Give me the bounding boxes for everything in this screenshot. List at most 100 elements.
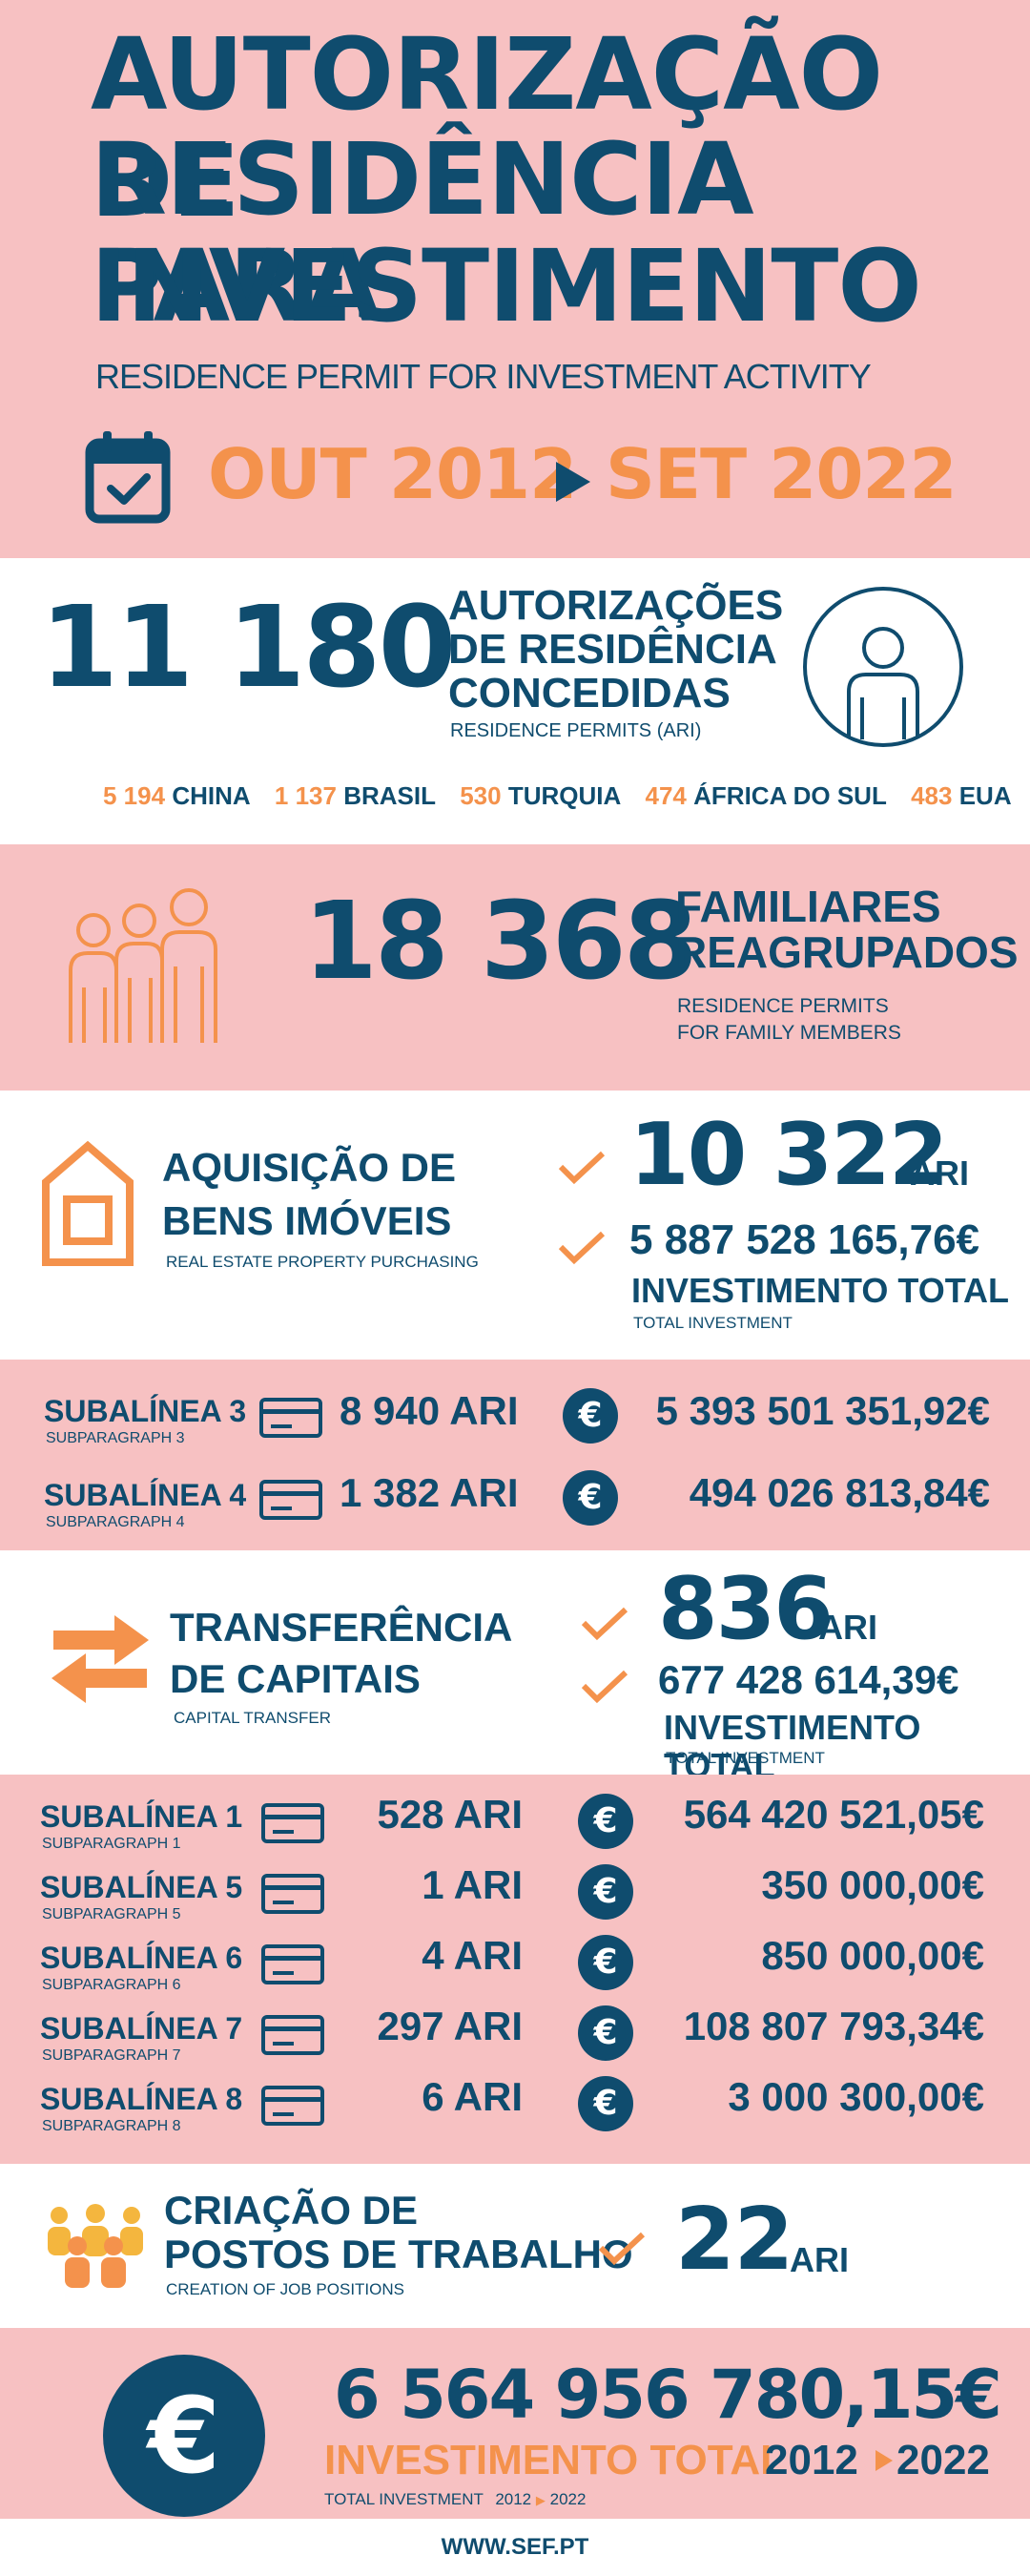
euro-icon: € — [578, 2005, 633, 2061]
jobs-label-1: CRIAÇÃO DE — [164, 2188, 419, 2233]
family-count: 18 368 — [303, 880, 698, 1004]
capital-label-2: DE CAPITAIS — [170, 1656, 421, 1701]
permits-section: 11 180 AUTORIZAÇÕES DE RESIDÊNCIA CONCED… — [0, 558, 1030, 844]
total-sub-period-end: 2022 — [549, 2490, 587, 2508]
real-estate-investment: 5 887 528 165,76€ — [629, 1216, 980, 1263]
row-label: SUBALÍNEA 5 — [40, 1870, 243, 1904]
euro-icon: € — [563, 1470, 618, 1526]
total-period-end: 2022 — [896, 2437, 990, 2483]
country-name-turquia: TURQUIA — [507, 781, 622, 810]
row-sublabel: SUBPARAGRAPH 3 — [46, 1430, 185, 1446]
calendar-check-icon — [85, 431, 171, 524]
row-label: SUBALÍNEA 1 — [40, 1799, 243, 1834]
capital-ari-count: 836 — [658, 1559, 834, 1659]
family-label-1: FAMILIARES — [675, 882, 941, 931]
row-ari: 8 940 ARI — [340, 1388, 519, 1433]
family-label-2: REAGRUPADOS — [675, 927, 1019, 977]
country-name-africa-do-sul: ÁFRICA DO SUL — [693, 781, 887, 810]
euro-icon: € — [578, 2076, 633, 2131]
real-estate-ari-unit: ARI — [910, 1153, 969, 1193]
country-list: 5 194 CHINA 1 137 BRASIL 530 TURQUIA 474… — [103, 781, 1012, 811]
house-icon — [42, 1140, 134, 1266]
play-arrow-icon: ▶ — [535, 2493, 546, 2507]
row-ari: 528 ARI — [377, 1792, 523, 1837]
row-value: 350 000,00€ — [761, 1862, 984, 1907]
real-estate-investment-sublabel: TOTAL INVESTMENT — [633, 1314, 793, 1332]
card-icon — [259, 1480, 322, 1520]
row-value: 3 000 300,00€ — [728, 2074, 984, 2119]
family-icon — [69, 888, 217, 1043]
capital-subrows: SUBALÍNEA 1 SUBPARAGRAPH 1 528 ARI €564 420… — [0, 1775, 1030, 2164]
country-count-brasil: 1 137 — [274, 781, 337, 810]
row-value: 850 000,00€ — [761, 1933, 984, 1978]
capital-ari-unit: ARI — [818, 1608, 877, 1647]
permits-count: 11 180 — [40, 581, 457, 713]
capital-investment: 677 428 614,39€ — [658, 1657, 959, 1702]
capital-section: TRANSFERÊNCIA DE CAPITAIS CAPITAL TRANSF… — [0, 1550, 1030, 1785]
header-section: AUTORIZAÇÃO DE RESIDÊNCIA PARA INVESTIME… — [0, 0, 1030, 558]
country-count-turquia: 530 — [460, 781, 502, 810]
row-sublabel: SUBPARAGRAPH 6 — [42, 1977, 181, 1993]
real-estate-subrows: SUBALÍNEA 3 SUBPARAGRAPH 3 8 940 ARI € 5… — [0, 1360, 1030, 1550]
check-icon — [581, 1607, 628, 1641]
row-label: SUBALÍNEA 8 — [40, 2082, 243, 2116]
card-icon — [261, 1874, 324, 1914]
row-label: SUBALÍNEA 7 — [40, 2011, 243, 2046]
row-ari: 1 382 ARI — [340, 1470, 519, 1515]
permits-label-2: DE RESIDÊNCIA — [448, 626, 777, 673]
row-sublabel: SUBPARAGRAPH 8 — [42, 2118, 181, 2134]
title-line-1: AUTORIZAÇÃO DE — [91, 16, 883, 239]
title-line-3: INVESTIMENTO — [91, 228, 922, 344]
total-sublabel-row: TOTAL INVESTMENT 2012 ▶ 2022 — [324, 2490, 586, 2509]
row-ari: 297 ARI — [377, 2004, 523, 2048]
capital-sublabel: CAPITAL TRANSFER — [174, 1709, 331, 1727]
family-section: 18 368 FAMILIARES REAGRUPADOS RESIDENCE … — [0, 844, 1030, 1091]
capital-investment-sublabel: TOTAL INVESTMENT — [666, 1749, 825, 1767]
real-estate-sublabel: REAL ESTATE PROPERTY PURCHASING — [166, 1253, 479, 1271]
row-ari: 6 ARI — [422, 2074, 523, 2119]
card-icon — [261, 2086, 324, 2126]
country-name-china: CHINA — [172, 781, 251, 810]
real-estate-investment-label: INVESTIMENTO TOTAL — [631, 1271, 1010, 1310]
period-start: OUT 2012 — [208, 434, 577, 514]
total-period-start: 2012 — [765, 2437, 858, 2483]
total-sublabel: TOTAL INVESTMENT — [324, 2490, 484, 2508]
euro-icon: € — [578, 1935, 633, 1990]
country-name-eua: EUA — [958, 781, 1012, 810]
person-circle-icon — [803, 587, 963, 747]
permits-label-3: CONCEDIDAS — [448, 670, 731, 717]
capital-investment-label: INVESTIMENTO TOTAL — [664, 1708, 921, 1785]
title-line-2: RESIDÊNCIA PARA — [91, 121, 754, 344]
country-count-china: 5 194 — [103, 781, 166, 810]
jobs-section: CRIAÇÃO DE POSTOS DE TRABALHO CREATION O… — [0, 2164, 1030, 2328]
footer-url[interactable]: WWW.SEF.PT — [441, 2534, 589, 2560]
country-count-eua: 483 — [911, 781, 953, 810]
country-count-africa-do-sul: 474 — [645, 781, 687, 810]
row-label: SUBALÍNEA 4 — [44, 1478, 247, 1512]
check-icon — [598, 2232, 646, 2266]
permits-label-1: AUTORIZAÇÕES — [448, 582, 784, 629]
row-ari: 4 ARI — [422, 1933, 523, 1978]
card-icon — [261, 1944, 324, 1984]
total-sub-period-start: 2012 — [495, 2490, 532, 2508]
jobs-label-2: POSTOS DE TRABALHO — [164, 2232, 633, 2276]
play-arrow-icon — [876, 2450, 893, 2471]
euro-icon: € — [578, 1864, 633, 1920]
capital-label-1: TRANSFERÊNCIA — [170, 1605, 513, 1650]
family-sublabel-2: FOR FAMILY MEMBERS — [677, 1022, 901, 1044]
people-group-icon — [48, 2204, 143, 2288]
euro-icon: € — [103, 2355, 265, 2517]
total-section: € 6 564 956 780,15€ INVESTIMENTO TOTAL 2… — [0, 2328, 1030, 2519]
family-sublabel-1: RESIDENCE PERMITS — [677, 995, 889, 1017]
row-value: 494 026 813,84€ — [689, 1470, 990, 1515]
real-estate-section: AQUISIÇÃO DE BENS IMÓVEIS REAL ESTATE PR… — [0, 1091, 1030, 1360]
card-icon — [261, 1803, 324, 1843]
euro-icon: € — [578, 1794, 633, 1849]
row-label: SUBALÍNEA 3 — [44, 1394, 247, 1428]
total-amount: 6 564 956 780,15€ — [334, 2356, 1002, 2434]
jobs-ari-unit: ARI — [790, 2240, 849, 2279]
jobs-sublabel: CREATION OF JOB POSITIONS — [166, 2280, 404, 2298]
row-ari: 1 ARI — [422, 1862, 523, 1907]
card-icon — [259, 1398, 322, 1438]
card-icon — [261, 2015, 324, 2055]
